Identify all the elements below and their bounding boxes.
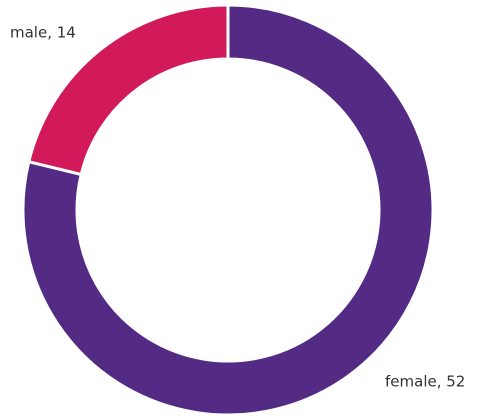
data-label: female, 52: [385, 373, 465, 391]
data-label: male, 14: [10, 24, 76, 42]
donut-slice: [26, 3, 230, 177]
donut-slice: [21, 3, 435, 416]
